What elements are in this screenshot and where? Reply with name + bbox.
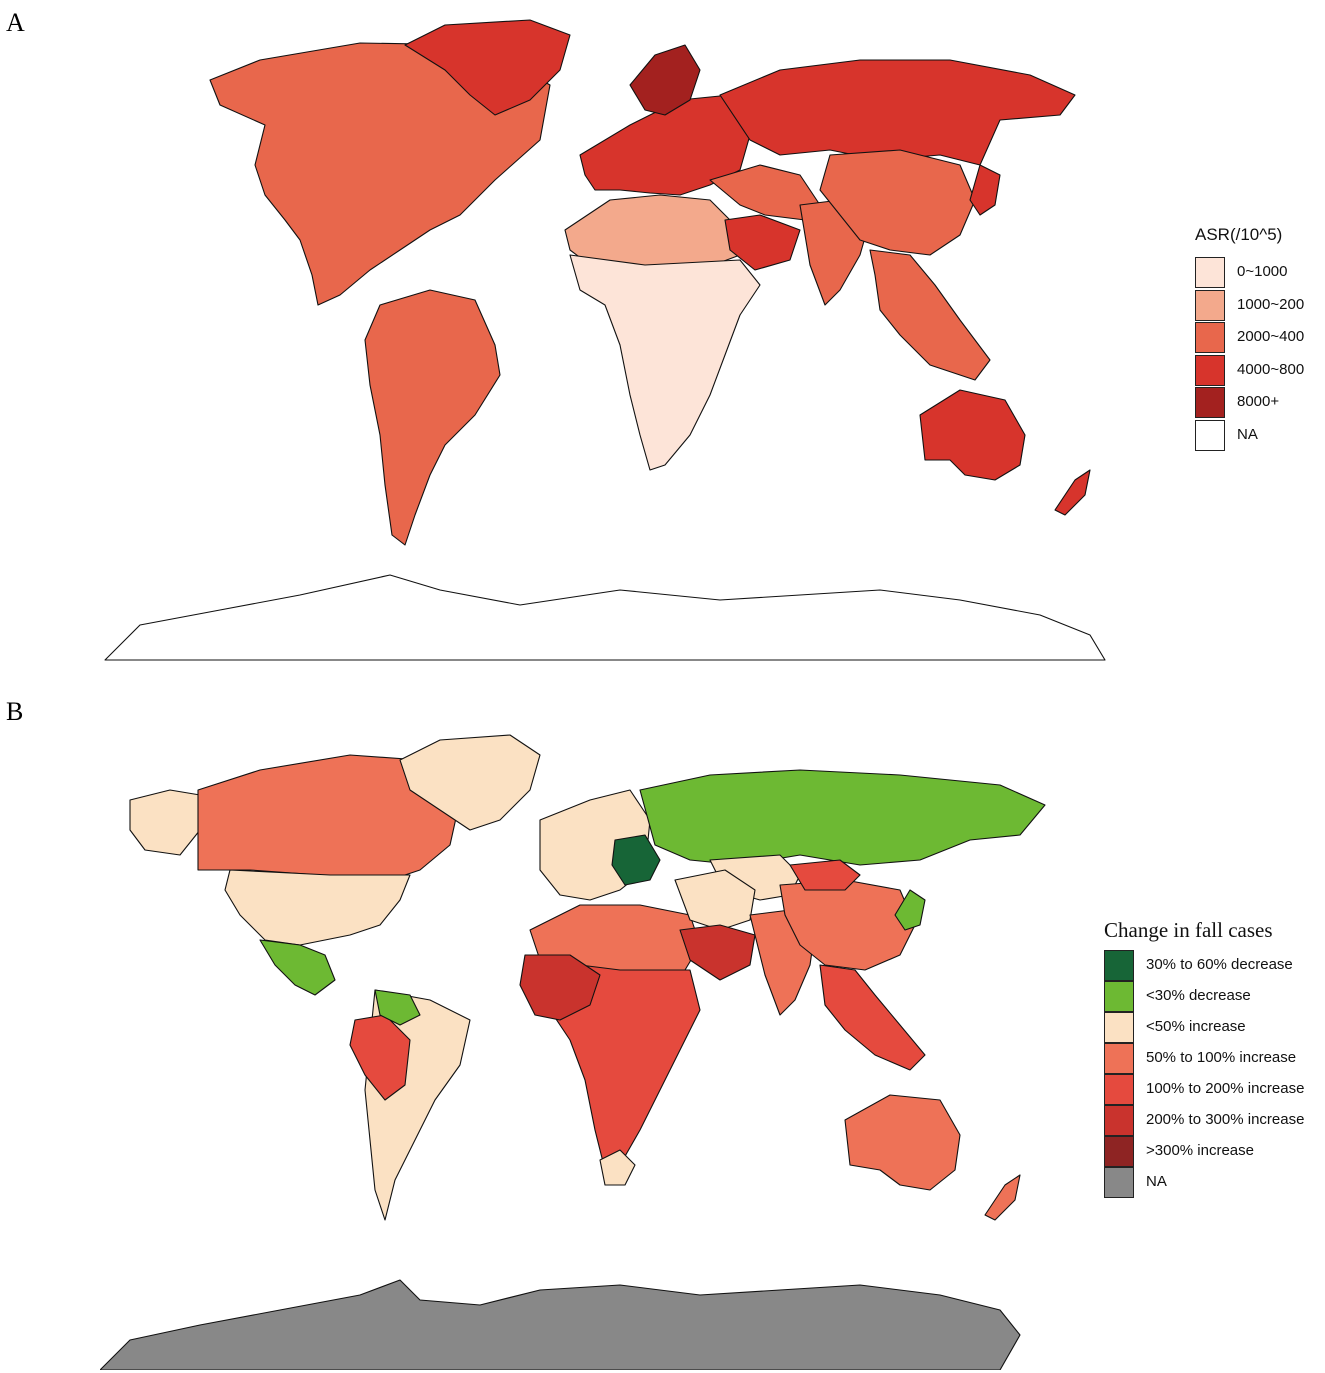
region-sub-saharan-africa (539, 959, 701, 1171)
region-antarctica (100, 1279, 1021, 1370)
legend-panel-a: ASR(/10^5) 0~1000 1000~200 2000~400 4000~80… (1195, 225, 1325, 465)
legend-swatch (1104, 950, 1134, 981)
region-scandinavia (629, 44, 701, 116)
region-usa (224, 869, 411, 946)
legend-title: Change in fall cases (1104, 918, 1273, 942)
region-russia (719, 59, 1076, 166)
region-antarctica (104, 574, 1106, 661)
region-new-zealand (984, 1174, 1021, 1221)
region-new-zealand (1054, 469, 1091, 516)
legend-label: 0~1000 (1237, 263, 1288, 280)
region-greenland (404, 19, 571, 116)
legend-swatch (1104, 1012, 1134, 1043)
legend-label: 1000~200 (1237, 295, 1305, 313)
region-japan (894, 889, 926, 931)
region-west-africa (519, 954, 601, 1021)
region-japan (969, 164, 1001, 216)
legend-swatch (1195, 322, 1225, 353)
legend-swatch (1104, 1105, 1134, 1136)
legend-swatch (1195, 419, 1225, 451)
legend-swatch (1104, 1043, 1134, 1074)
legend-label: 8000+ (1237, 393, 1280, 410)
region-alaska (129, 789, 201, 856)
legend-swatch (1195, 257, 1225, 288)
region-eastern-europe (611, 834, 661, 886)
region-southeast-asia (869, 249, 991, 381)
panel-a-letter: A (6, 8, 25, 37)
region-china (819, 149, 976, 256)
legend-swatch (1195, 289, 1225, 321)
legend-label: <30% decrease (1146, 987, 1251, 1004)
legend-swatch (1104, 1136, 1134, 1167)
region-russia (639, 769, 1046, 866)
legend-label: >300% increase (1146, 1142, 1254, 1159)
legend-label: NA (1237, 425, 1258, 443)
region-mexico (259, 939, 336, 996)
legend-title: ASR(/10^5) (1195, 225, 1283, 244)
legend-swatch (1104, 1167, 1134, 1198)
region-saudi-arabia (724, 214, 801, 271)
region-south-america (364, 289, 501, 546)
region-sub-saharan-africa (569, 254, 761, 471)
legend-label: 200% to 300% increase (1146, 1111, 1305, 1128)
legend-label: 50% to 100% increase (1146, 1049, 1297, 1066)
region-saudi-arabia (679, 924, 756, 981)
map-panel-b (100, 734, 1046, 1370)
legend-swatch (1195, 354, 1225, 386)
region-canada (197, 754, 461, 881)
legend-panel-b: Change in fall cases 30% to 60% decrease… (1104, 918, 1325, 1208)
legend-label: <50% increase (1146, 1018, 1246, 1035)
region-china (779, 879, 916, 971)
region-australia (919, 389, 1026, 481)
region-greenland (399, 734, 541, 831)
legend-label: 2000~400 (1237, 328, 1305, 345)
panel-b-letter: B (6, 697, 24, 726)
region-australia (844, 1094, 961, 1191)
legend-label: NA (1146, 1173, 1167, 1190)
region-middle-east (674, 869, 756, 931)
legend-label: 100% to 200% increase (1146, 1080, 1305, 1097)
legend-swatch (1104, 1074, 1134, 1105)
legend-label: 30% to 60% decrease (1146, 956, 1293, 973)
region-mongolia (789, 859, 861, 891)
legend-swatch (1195, 387, 1225, 418)
legend-label: 4000~800 (1237, 360, 1305, 378)
region-southeast-asia (819, 964, 926, 1071)
region-southern-africa (599, 1149, 636, 1186)
legend-swatch (1104, 981, 1134, 1012)
region-venezuela (374, 989, 421, 1026)
map-panel-a (104, 19, 1106, 661)
